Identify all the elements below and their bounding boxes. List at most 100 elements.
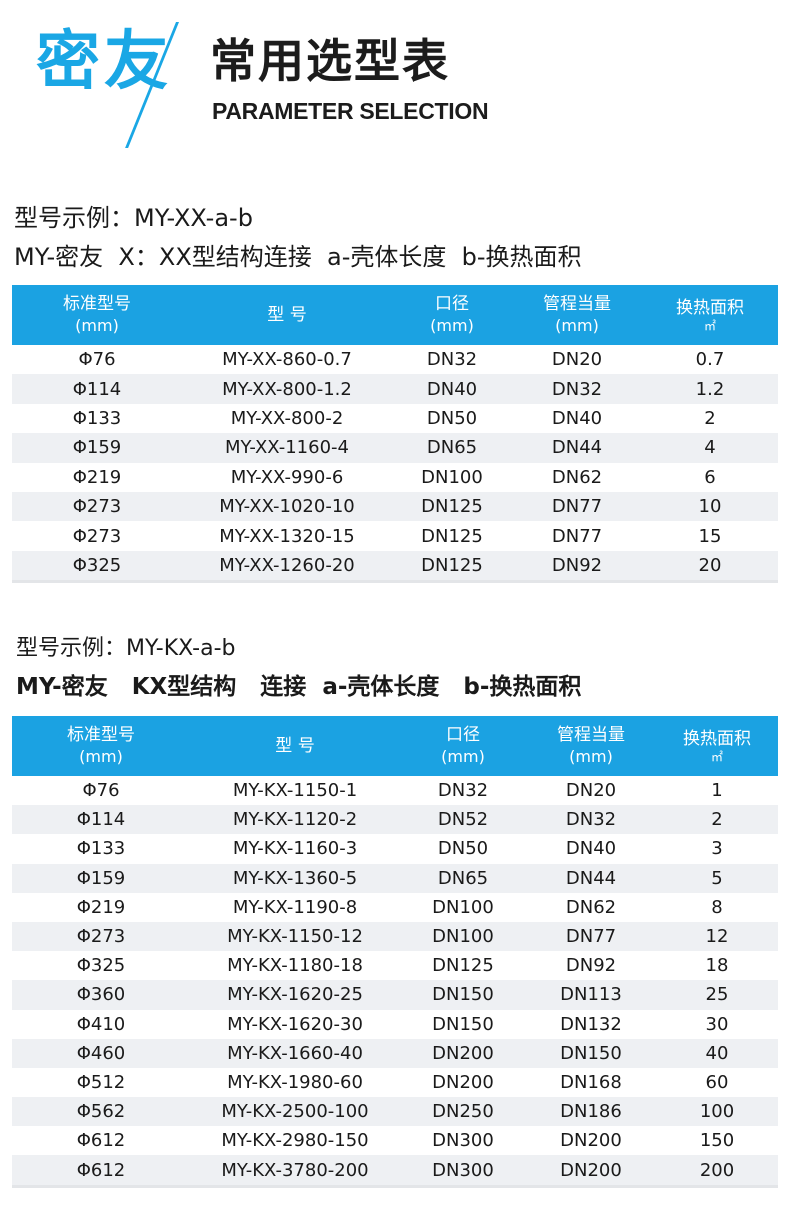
column-header-label: 管程当量 <box>557 725 625 745</box>
table-row: Φ273 MY-KX-1150-12 DN100 DN77 12 <box>12 921 778 952</box>
column-header-label: 型 号 <box>267 305 307 325</box>
cell-heat-area: 5 <box>711 867 723 889</box>
cell-tube-equivalent: DN40 <box>551 407 603 429</box>
column-header-standard-size: 标准型号 (mm) <box>12 293 182 337</box>
table-row: Φ114 MY-XX-800-1.2 DN40 DN32 1.2 <box>12 374 778 404</box>
cell-caliber: DN100 <box>421 466 483 488</box>
table-row: Φ325 MY-KX-1180-18 DN125 DN92 18 <box>12 951 778 981</box>
cell-standard-size: Φ325 <box>72 554 122 576</box>
cell-heat-area: 18 <box>705 955 729 977</box>
column-header-label: 型 号 <box>275 736 315 756</box>
cell-model: MY-XX-1320-15 <box>219 525 355 547</box>
cell-heat-area: 150 <box>699 1130 735 1152</box>
cell-model: MY-KX-1150-12 <box>227 926 363 948</box>
column-header-unit: ㎡ <box>710 750 723 764</box>
table-row: Φ219 MY-XX-990-6 DN100 DN62 6 <box>12 462 778 492</box>
cell-standard-size: Φ562 <box>76 1101 126 1123</box>
page-title: 常用选型表 <box>210 34 450 88</box>
cell-model: MY-XX-1260-20 <box>219 554 355 576</box>
cell-caliber: DN200 <box>432 1042 494 1064</box>
cell-caliber: DN52 <box>437 809 489 831</box>
cell-model: MY-KX-1150-1 <box>232 780 358 802</box>
cell-tube-equivalent: DN77 <box>551 525 603 547</box>
cell-standard-size: Φ76 <box>82 780 120 802</box>
table-body: Φ76 MY-KX-1150-1 DN32 DN20 1 Φ114 MY-KX-1120-2… <box>12 776 778 1185</box>
column-header-model: 型 号 <box>190 735 400 757</box>
table-row: Φ76 MY-XX-860-0.7 DN32 DN20 0.7 <box>12 345 778 375</box>
cell-tube-equivalent: DN44 <box>551 437 603 459</box>
cell-tube-equivalent: DN44 <box>565 867 617 889</box>
cell-model: MY-KX-1660-40 <box>227 1042 363 1064</box>
cell-caliber: DN50 <box>437 838 489 860</box>
cell-heat-area: 60 <box>705 1071 729 1093</box>
cell-heat-area: 10 <box>698 496 722 518</box>
cell-heat-area: 100 <box>699 1101 735 1123</box>
cell-standard-size: Φ133 <box>76 838 126 860</box>
table-row: Φ410 MY-KX-1620-30 DN150 DN132 30 <box>12 1009 778 1039</box>
cell-tube-equivalent: DN20 <box>565 780 617 802</box>
column-header-label: 标准型号 <box>67 725 135 745</box>
cell-model: MY-XX-800-1.2 <box>222 378 352 400</box>
cell-heat-area: 2 <box>711 809 723 831</box>
cell-standard-size: Φ114 <box>72 378 122 400</box>
cell-model: MY-KX-1980-60 <box>227 1071 363 1093</box>
cell-caliber: DN125 <box>421 496 483 518</box>
cell-caliber: DN40 <box>426 378 478 400</box>
cell-heat-area: 40 <box>705 1042 729 1064</box>
table-row: Φ360 MY-KX-1620-25 DN150 DN113 25 <box>12 980 778 1010</box>
cell-model: MY-KX-1620-25 <box>227 984 363 1006</box>
cell-tube-equivalent: DN200 <box>560 1130 622 1152</box>
column-header-unit: (mm) <box>430 316 474 335</box>
cell-heat-area: 1 <box>711 780 723 802</box>
model-legend-caption-2: MY-密友 KX型结构 连接 a-壳体长度 b-换热面积 <box>16 674 582 700</box>
cell-model: MY-XX-800-2 <box>230 407 344 429</box>
cell-model: MY-KX-1180-18 <box>227 955 363 977</box>
cell-caliber: DN100 <box>432 896 494 918</box>
cell-tube-equivalent: DN40 <box>565 838 617 860</box>
cell-tube-equivalent: DN92 <box>551 554 603 576</box>
cell-tube-equivalent: DN77 <box>551 496 603 518</box>
table-row: Φ159 MY-KX-1360-5 DN65 DN44 5 <box>12 863 778 893</box>
column-header-unit: (mm) <box>555 316 599 335</box>
cell-standard-size: Φ219 <box>72 466 122 488</box>
column-header-tube-equivalent: 管程当量 (mm) <box>512 293 642 337</box>
table-body: Φ76 MY-XX-860-0.7 DN32 DN20 0.7 Φ114 MY-XX-800… <box>12 345 778 581</box>
cell-caliber: DN32 <box>426 349 478 371</box>
cell-caliber: DN32 <box>437 780 489 802</box>
cell-standard-size: Φ460 <box>76 1042 126 1064</box>
cell-heat-area: 1.2 <box>695 378 725 400</box>
parameter-table-kx: 标准型号 (mm) 型 号 口径 (mm) 管程当量 (mm) 换热面积 ㎡ Φ… <box>12 716 778 1188</box>
table-row: Φ612 MY-KX-2980-150 DN300 DN200 150 <box>12 1126 778 1156</box>
cell-model: MY-KX-1620-30 <box>227 1013 363 1035</box>
cell-tube-equivalent: DN200 <box>560 1159 622 1181</box>
cell-heat-area: 0.7 <box>695 349 725 371</box>
cell-model: MY-KX-1120-2 <box>232 809 358 831</box>
column-header-label: 换热面积 <box>683 729 751 749</box>
column-header-unit: (mm) <box>441 747 485 766</box>
cell-caliber: DN300 <box>432 1130 494 1152</box>
table-row: Φ325 MY-XX-1260-20 DN125 DN92 20 <box>12 550 778 581</box>
cell-standard-size: Φ114 <box>76 809 126 831</box>
parameter-table-xx: 标准型号 (mm) 型 号 口径 (mm) 管程当量 (mm) 换热面积 ㎡ Φ… <box>12 285 778 584</box>
column-header-caliber: 口径 (mm) <box>392 293 512 337</box>
column-header-heat-area: 换热面积 ㎡ <box>642 297 778 333</box>
cell-model: MY-KX-1190-8 <box>232 896 358 918</box>
cell-tube-equivalent: DN32 <box>551 378 603 400</box>
cell-heat-area: 6 <box>704 466 716 488</box>
page-subtitle: PARAMETER SELECTION <box>212 98 489 124</box>
cell-caliber: DN150 <box>432 984 494 1006</box>
table-row: Φ512 MY-KX-1980-60 DN200 DN168 60 <box>12 1067 778 1098</box>
cell-model: MY-XX-990-6 <box>230 466 344 488</box>
cell-heat-area: 15 <box>698 525 722 547</box>
table-row: Φ133 MY-KX-1160-3 DN50 DN40 3 <box>12 834 778 864</box>
column-header-label: 口径 <box>435 294 469 314</box>
cell-model: MY-XX-1020-10 <box>219 496 355 518</box>
cell-model: MY-KX-3780-200 <box>221 1159 369 1181</box>
table-row: Φ219 MY-KX-1190-8 DN100 DN62 8 <box>12 892 778 922</box>
cell-standard-size: Φ159 <box>72 437 122 459</box>
cell-standard-size: Φ512 <box>76 1071 126 1093</box>
cell-heat-area: 12 <box>705 926 729 948</box>
column-header-label: 标准型号 <box>63 294 131 314</box>
model-example-caption-1: 型号示例：MY-XX-a-b <box>14 204 253 232</box>
cell-heat-area: 2 <box>704 407 716 429</box>
